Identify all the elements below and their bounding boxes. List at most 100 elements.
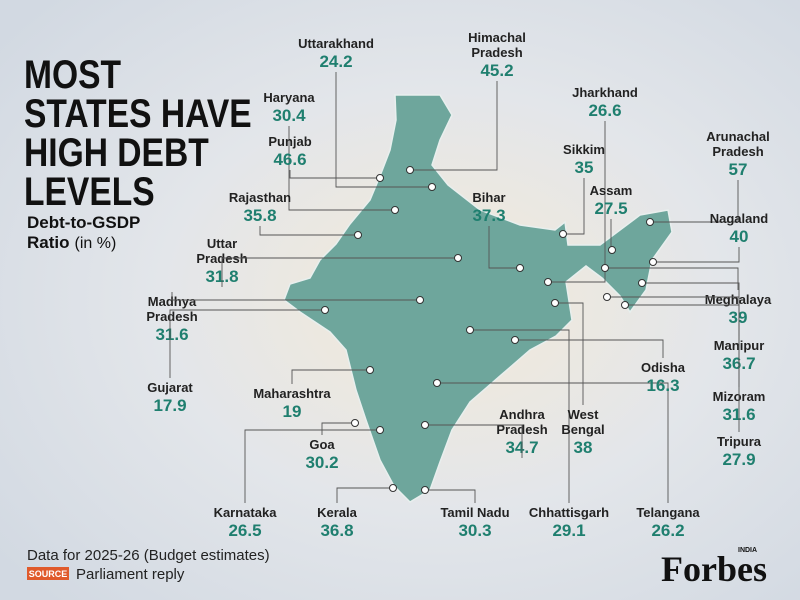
state-name: Karnataka (214, 505, 278, 520)
state-name: Goa (309, 437, 335, 452)
state-value: 30.4 (272, 106, 306, 125)
leader-line (221, 257, 458, 287)
subtitle-line: Ratio (27, 233, 70, 252)
state-value: 26.5 (228, 521, 261, 540)
state-value: 26.2 (651, 521, 684, 540)
state-value: 37.3 (472, 206, 505, 225)
state-name: Nagaland (710, 211, 769, 226)
state-dot (354, 231, 362, 239)
state-value: 39 (729, 308, 748, 327)
leader-line (171, 292, 420, 301)
state-dot (389, 484, 397, 492)
state-value: 36.8 (320, 521, 353, 540)
state-value: 35 (575, 158, 594, 177)
state-dot (428, 183, 436, 191)
state-value: 24.2 (319, 52, 352, 71)
source: Parliament reply (76, 566, 185, 583)
state-name: Andhra (499, 407, 545, 422)
leader-line (321, 422, 355, 435)
state-name: Uttar (207, 236, 237, 251)
state-name: Tripura (717, 434, 762, 449)
leader-line (336, 487, 393, 503)
leader-line (653, 247, 740, 263)
state-name: West (568, 407, 599, 422)
leader-line (488, 226, 520, 269)
leader-line (437, 382, 669, 503)
state-dot (406, 166, 414, 174)
subtitle-line: Debt-to-GSDP (27, 213, 140, 232)
leader-line (291, 369, 370, 384)
leader-line (289, 170, 380, 179)
leader-line (515, 339, 664, 358)
title-line: HIGH DEBT (24, 130, 209, 174)
state-dot (516, 264, 524, 272)
subtitle-unit: (in %) (75, 235, 117, 252)
state-dot (376, 426, 384, 434)
state-name: Rajasthan (229, 190, 291, 205)
state-name: Pradesh (712, 144, 763, 159)
state-dot (638, 279, 646, 287)
leader-line (288, 126, 395, 211)
leader-line (548, 121, 606, 283)
state-value: 30.2 (305, 453, 338, 472)
state-value: 16.3 (646, 376, 679, 395)
leader-line (563, 178, 585, 235)
state-name: Telangana (636, 505, 700, 520)
brand-edition: INDIA (738, 547, 757, 554)
state-name: Himachal (468, 30, 526, 45)
leader-line (259, 226, 358, 236)
leader-line (169, 309, 325, 378)
leader-line (470, 329, 570, 503)
state-value: 27.9 (722, 450, 755, 469)
state-dot (608, 246, 616, 254)
leader-line (410, 81, 498, 171)
title-line: STATES HAVE (24, 91, 252, 135)
state-dot (421, 486, 429, 494)
state-name: Maharashtra (253, 386, 331, 401)
state-dot (511, 336, 519, 344)
state-value: 26.6 (588, 101, 621, 120)
state-value: 57 (729, 160, 748, 179)
state-value: 30.3 (458, 521, 491, 540)
footer-note: Data for 2025-26 (Budget estimates) (27, 547, 270, 564)
state-name: Meghalaya (705, 292, 772, 307)
state-value: 19 (283, 402, 302, 421)
leader-line (607, 296, 740, 432)
state-dot (454, 254, 462, 262)
india-map (283, 94, 673, 503)
state-name: Bihar (472, 190, 505, 205)
state-value: 46.6 (273, 150, 306, 169)
state-name: Haryana (263, 90, 315, 105)
state-dot (321, 306, 329, 314)
leader-line (425, 489, 476, 503)
state-dot (559, 230, 567, 238)
leader-line (650, 180, 739, 223)
state-dot (433, 379, 441, 387)
leader-line (425, 424, 523, 458)
source-tag-bg (27, 567, 69, 580)
state-name: Pradesh (471, 45, 522, 60)
state-value: 45.2 (480, 61, 513, 80)
title-line: LEVELS (24, 169, 155, 213)
title-line: MOST (24, 52, 121, 96)
state-dot (544, 278, 552, 286)
state-name: Punjab (268, 134, 311, 149)
source-tag: SOURCE (29, 569, 68, 579)
state-dot (603, 293, 611, 301)
